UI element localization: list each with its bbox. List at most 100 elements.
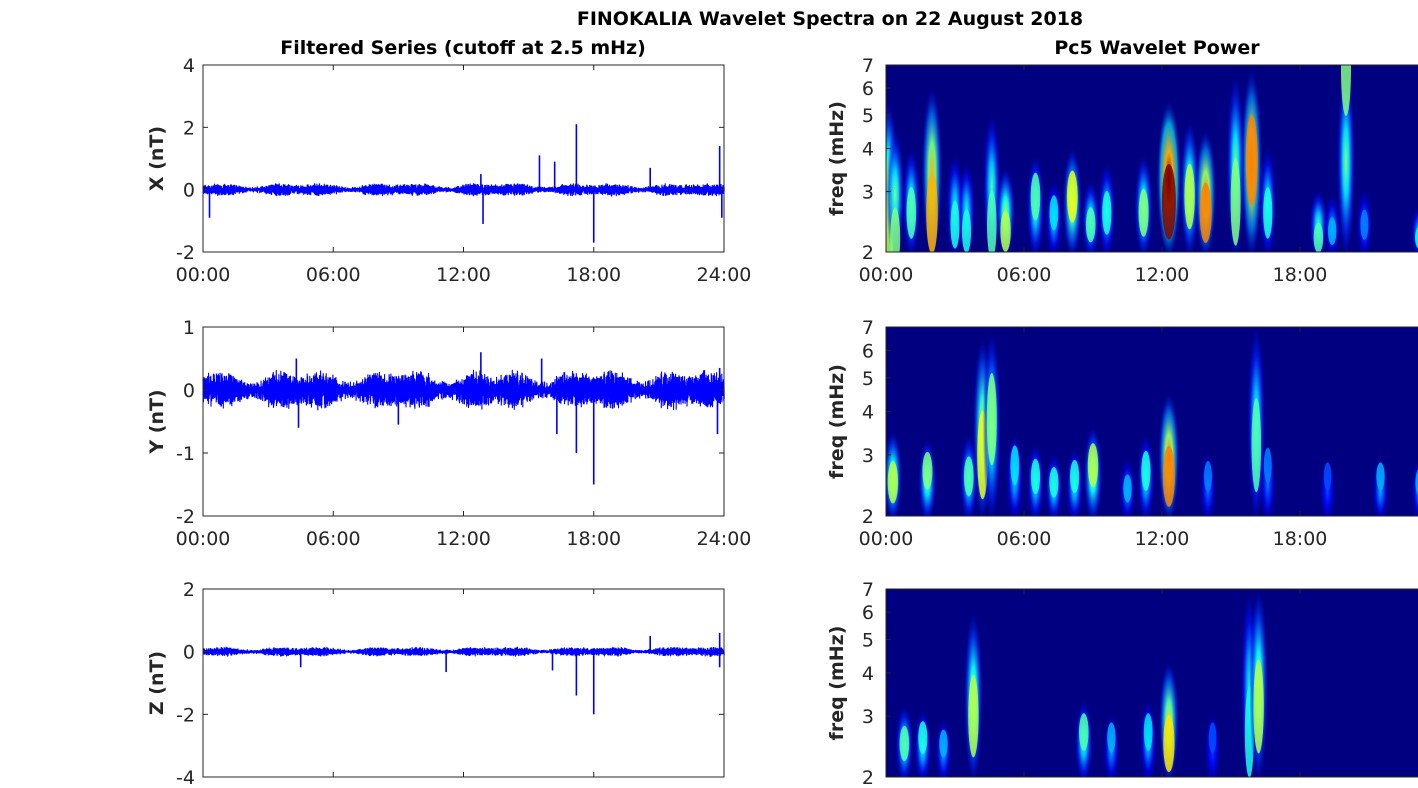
wavelet-power-peak — [1163, 714, 1175, 773]
y-axis-label: freq (mHz) — [826, 626, 848, 741]
plot-area — [203, 65, 724, 252]
y-tick-label: 7 — [862, 579, 874, 601]
y-tick-label: 6 — [862, 602, 874, 624]
y-tick-label: 6 — [862, 340, 874, 362]
wavelet-power-peak — [1263, 447, 1272, 483]
wavelet-power-peak — [1184, 163, 1195, 230]
wavelet-power-blob — [1337, 65, 1355, 252]
x-tick-label: 06:00 — [306, 264, 361, 286]
series-line-y — [202, 369, 725, 411]
x-tick-label: 12:00 — [1135, 264, 1190, 286]
x-tick-label: 00:00 — [176, 528, 231, 550]
plot-area — [203, 327, 724, 516]
wavelet-power-peak — [1199, 182, 1212, 244]
wavelet-power-peak — [1085, 207, 1096, 243]
x-tick-label: 00:00 — [859, 528, 914, 550]
y-tick-label: 5 — [862, 629, 874, 651]
wavelet-power-peak — [1030, 458, 1041, 495]
x-tick-label: 18:00 — [566, 528, 621, 550]
wavelet-power-peak — [887, 461, 899, 504]
x-tick-label: 06:00 — [997, 528, 1052, 550]
x-tick-label: 12:00 — [436, 528, 491, 550]
wavelet-power-peak — [986, 373, 997, 466]
wavelet-power-peak — [1376, 462, 1385, 491]
x-tick-label: 00:00 — [859, 264, 914, 286]
wavelet-power-peak — [1328, 217, 1337, 246]
wavelet-power-peak — [1049, 467, 1059, 498]
wavelet-power-peak — [1030, 172, 1041, 221]
y-tick-label: 1 — [183, 317, 195, 339]
left-column-title: Filtered Series (cutoff at 2.5 mHz) — [280, 37, 646, 59]
x-tick-label: 06:00 — [997, 264, 1052, 286]
wavelet-power-peak — [1087, 443, 1099, 488]
wavelet-power-peak — [1313, 222, 1324, 252]
y-tick-label: 0 — [183, 642, 195, 664]
plot-area — [203, 589, 724, 777]
series-line-x — [202, 183, 725, 197]
wavelet-power-peak — [987, 190, 997, 252]
wavelet-power-peak — [1161, 164, 1176, 240]
x-tick-label: 18:00 — [1273, 528, 1328, 550]
wavelet-power-peak — [1263, 186, 1273, 239]
wavelet-power-peak — [1230, 157, 1241, 246]
wavelet-power-peak — [968, 674, 979, 758]
wavelet-power-peak — [1162, 445, 1175, 508]
wavelet-panel-z: 2 3 4 5 67 freq (mHz) — [826, 579, 1418, 788]
wavelet-power-peak — [1208, 722, 1217, 753]
wavelet-power-peak — [1107, 722, 1116, 753]
y-axis-label: X (nT) — [146, 126, 168, 191]
wavelet-image — [886, 589, 1418, 777]
y-tick-label: 2 — [183, 579, 195, 601]
y-tick-label: 4 — [862, 663, 874, 685]
wavelet-power-peak — [1143, 713, 1153, 751]
wavelet-power-peak — [1010, 445, 1020, 486]
wavelet-image — [886, 327, 1418, 516]
wavelet-power-peak — [1049, 195, 1059, 231]
y-tick-label: 0 — [183, 380, 195, 402]
y-tick-label: 3 — [862, 706, 874, 728]
x-tick-label: 12:00 — [436, 264, 491, 286]
right-column-title: Pc5 Wavelet Power — [1054, 37, 1260, 59]
wavelet-power-peak — [1138, 188, 1149, 237]
wavelet-power-peak — [1141, 450, 1151, 491]
wavelet-power-peak — [1079, 713, 1089, 751]
wavelet-power-peak — [890, 207, 901, 252]
wavelet-power-peak — [906, 186, 917, 239]
wavelet-power-peak — [1251, 397, 1262, 493]
series-line-z — [202, 646, 725, 657]
y-tick-label: 5 — [862, 368, 874, 390]
y-axis-label: freq (mHz) — [826, 364, 848, 479]
wavelet-power-peak — [1066, 170, 1078, 223]
x-tick-label: 24:00 — [697, 528, 752, 550]
wavelet-power-peak — [922, 451, 933, 490]
y-tick-label: -2 — [176, 506, 195, 528]
y-tick-label: 2 — [183, 117, 195, 139]
y-tick-label: 3 — [862, 445, 874, 467]
y-tick-label: 4 — [862, 139, 874, 161]
figure-title: FINOKALIA Wavelet Spectra on 22 August 2… — [577, 8, 1083, 30]
y-tick-label: 5 — [862, 105, 874, 127]
wavelet-power-peak — [1360, 209, 1369, 240]
y-tick-label: -2 — [176, 704, 195, 726]
wavelet-power-blob — [886, 129, 905, 252]
timeseries-panel-z: 2 0 -2 -4 Z (nT) — [146, 579, 725, 788]
wavelet-power-peak — [1341, 65, 1351, 117]
y-axis-label: Y (nT) — [146, 389, 168, 454]
y-tick-label: 7 — [862, 317, 874, 339]
y-tick-label: 6 — [862, 78, 874, 100]
wavelet-power-peak — [899, 725, 910, 762]
wavelet-power-peak — [950, 200, 960, 249]
wavelet-power-peak — [961, 209, 972, 252]
wavelet-power-peak — [1415, 227, 1418, 249]
y-tick-label: 4 — [862, 401, 874, 423]
wavelet-image — [886, 65, 1418, 252]
x-tick-label: 12:00 — [1135, 528, 1190, 550]
wavelet-power-peak — [1070, 459, 1080, 493]
y-tick-label: 0 — [183, 180, 195, 202]
x-tick-label: 00:00 — [176, 264, 231, 286]
y-axis-label: Z (nT) — [146, 651, 168, 715]
x-tick-label: 18:00 — [566, 264, 621, 286]
